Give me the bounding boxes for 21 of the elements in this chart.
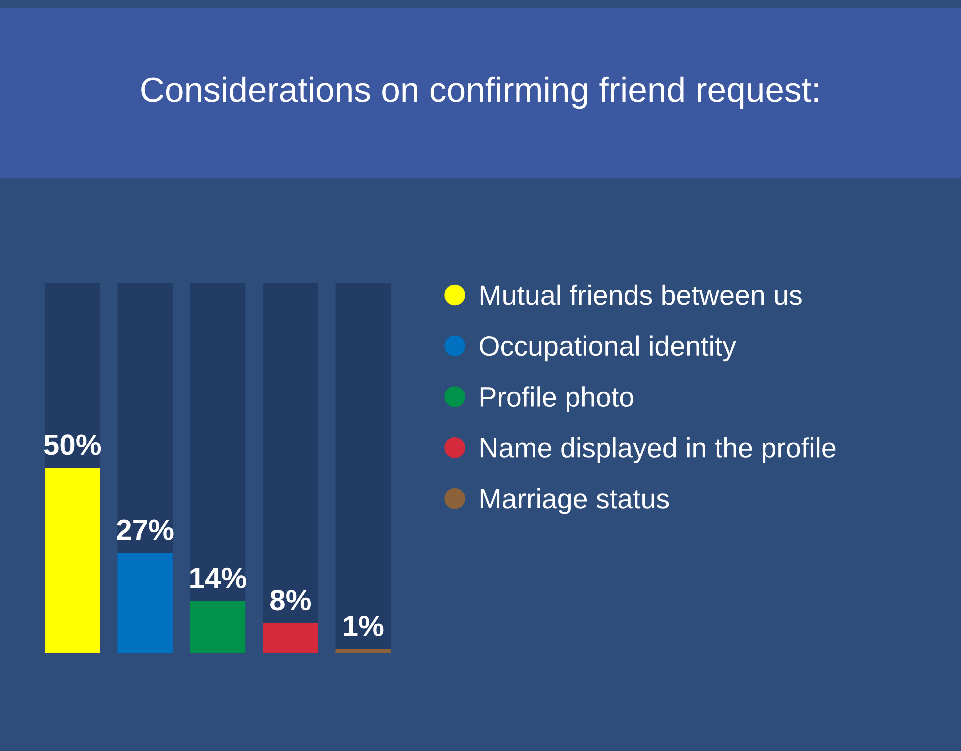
bar bbox=[118, 553, 173, 653]
data-label: 27% bbox=[117, 520, 174, 540]
data-label: 8% bbox=[270, 590, 311, 611]
bar bbox=[45, 468, 100, 653]
data-label: 14% bbox=[190, 568, 246, 588]
bar bbox=[336, 283, 391, 650]
data-label: 50% bbox=[44, 434, 102, 456]
bar bbox=[263, 623, 318, 653]
bar bbox=[118, 283, 173, 554]
bar bbox=[336, 649, 391, 653]
bar bbox=[190, 283, 246, 602]
bar bbox=[190, 601, 246, 653]
bar bbox=[263, 283, 318, 624]
text: Considerations on confirming friend request: bbox=[142, 76, 818, 110]
bar bbox=[45, 283, 100, 468]
legend-label: Name displayed in the profile bbox=[480, 438, 836, 464]
legend-label: Mutual friends between us bbox=[480, 284, 802, 306]
data-label: 1% bbox=[344, 616, 384, 637]
legend-label: Marriage status bbox=[480, 488, 670, 514]
legend-label: Profile photo bbox=[480, 386, 634, 413]
legend-label: Occupational identity bbox=[480, 336, 736, 362]
